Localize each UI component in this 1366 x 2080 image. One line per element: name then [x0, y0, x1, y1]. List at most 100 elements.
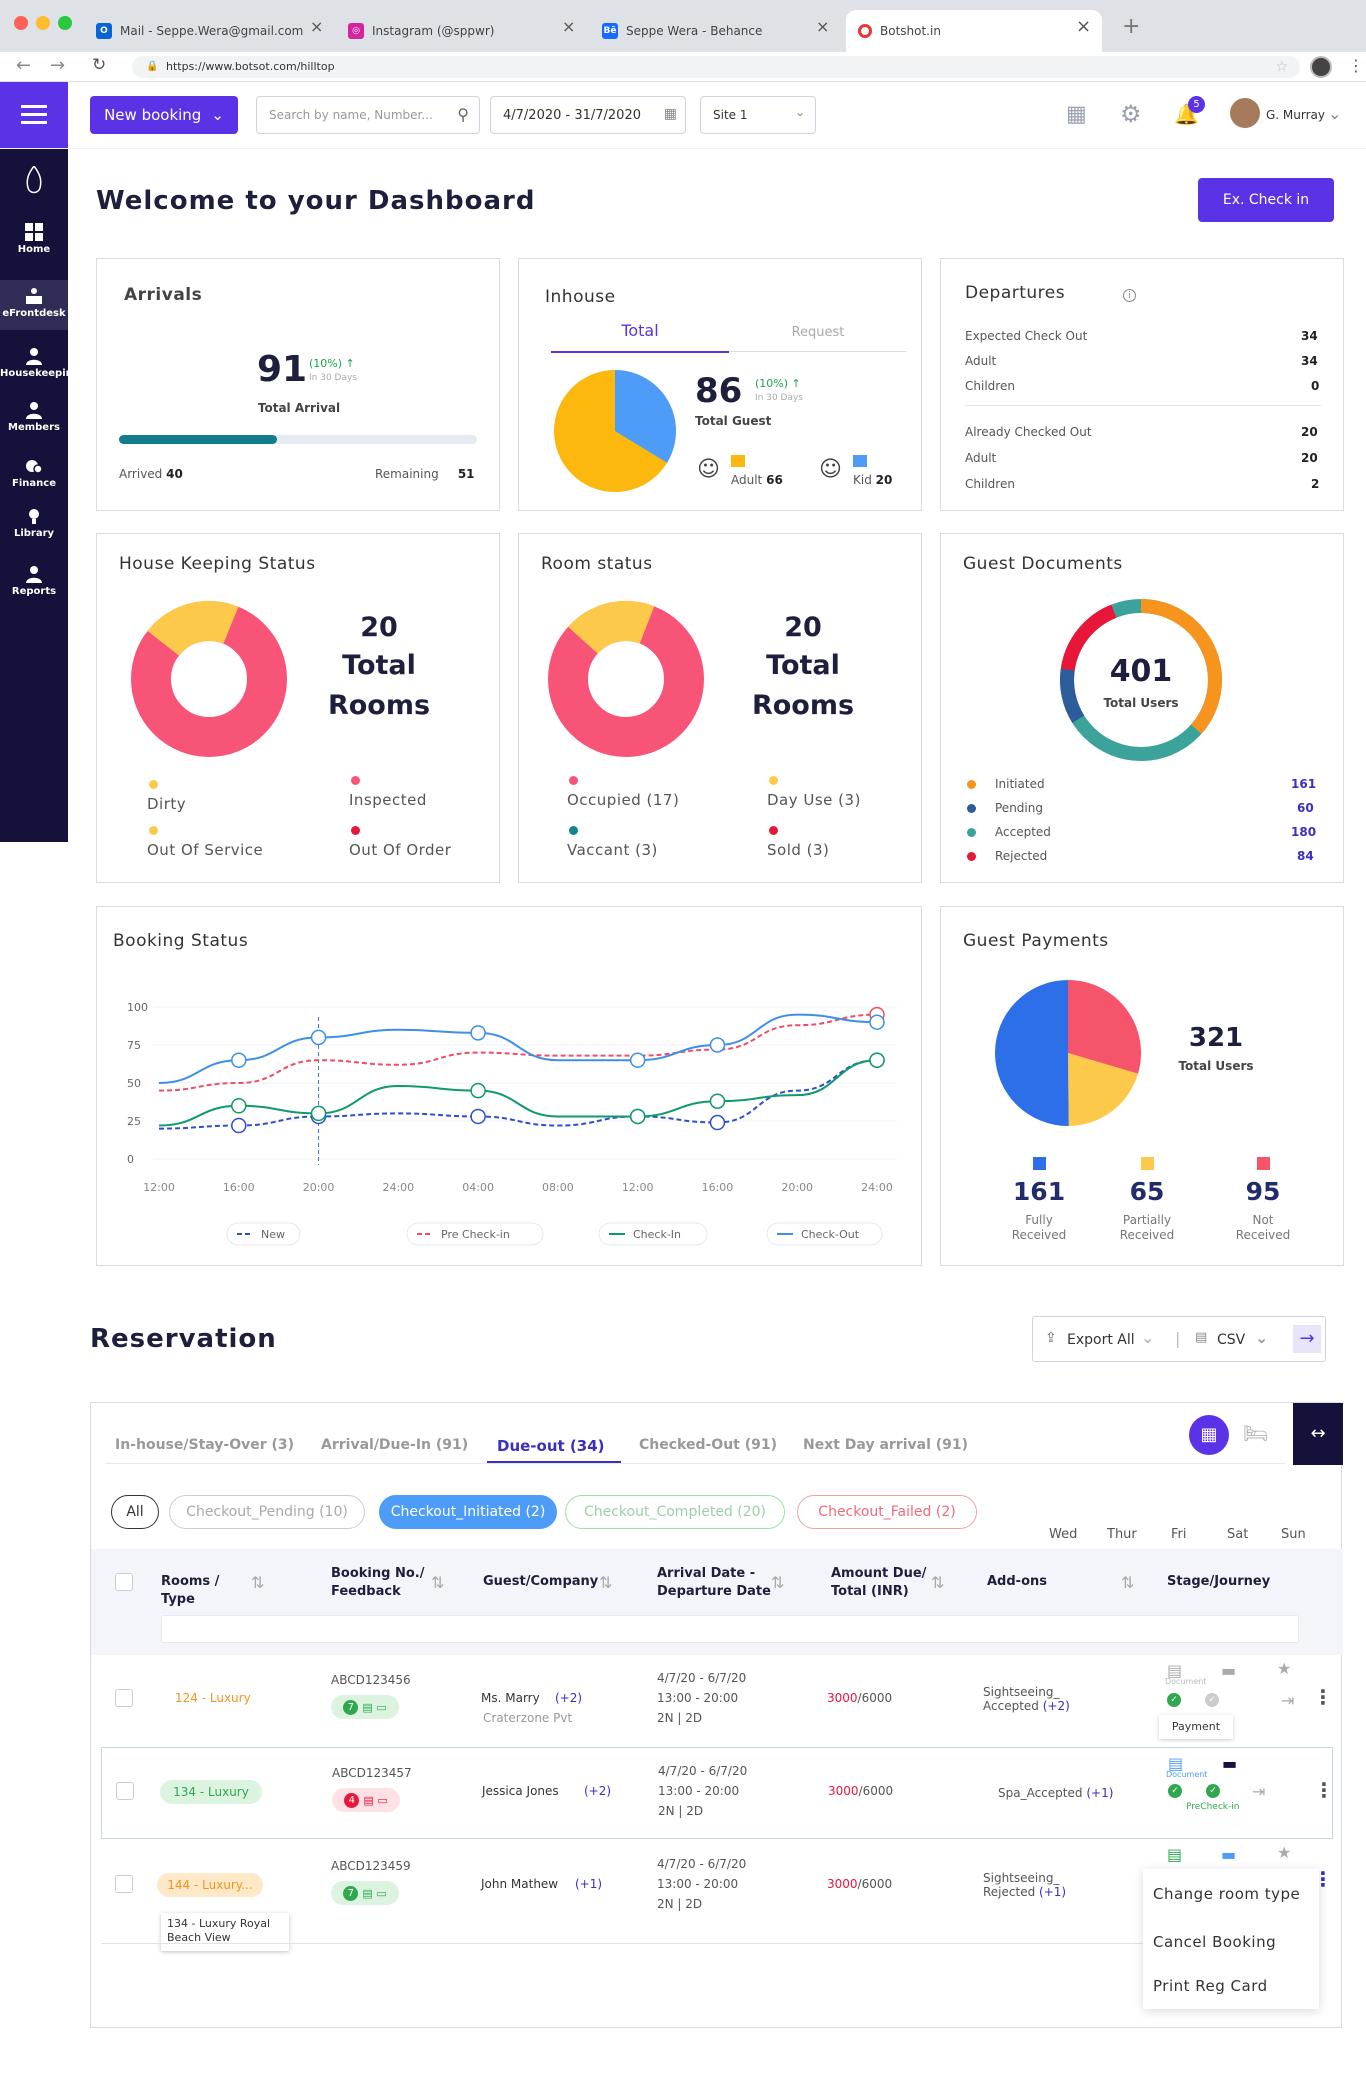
row-menu-icon[interactable]: ⋮	[1314, 1778, 1334, 1802]
guest-extra[interactable]: (+2)	[584, 1784, 612, 1798]
csv-select[interactable]: CSV	[1217, 1332, 1246, 1348]
menu-button[interactable]	[0, 82, 68, 148]
chevron-down-icon[interactable]: ⌄	[1328, 104, 1342, 123]
close-icon[interactable]: ×	[1076, 16, 1092, 37]
table-row[interactable]: 134 - Luxury ABCD123457 4 ▤ ▭ Jessica Jo…	[101, 1747, 1334, 1839]
info-icon[interactable]: i	[1123, 289, 1136, 302]
browser-tab-instagram[interactable]: ◎ Instagram (@sppwr)	[336, 10, 576, 52]
tab-arrival[interactable]: Arrival/Due-In (91)	[321, 1437, 469, 1453]
guestpayments-pie-chart	[994, 980, 1141, 1126]
more-menu-icon[interactable]: ⋮	[1348, 56, 1364, 75]
browser-tab-mail[interactable]: O Mail - Seppe.Wera@gmail.com	[84, 10, 324, 52]
close-icon[interactable]: ×	[562, 17, 576, 36]
room-type[interactable]: 124 - Luxury	[175, 1691, 251, 1705]
sidebar-item-finance[interactable]: Finance	[0, 456, 68, 489]
data-point	[709, 1093, 726, 1109]
row-checkbox[interactable]	[116, 1782, 134, 1800]
row-checkbox[interactable]	[115, 1689, 133, 1707]
tab-total[interactable]: Total	[621, 321, 659, 340]
reload-icon[interactable]: ↻	[92, 55, 107, 75]
document-icon[interactable]: ▤	[1167, 1845, 1183, 1864]
expand-icon[interactable]: ↔	[1293, 1403, 1343, 1465]
document-icon[interactable]: ▤	[1168, 1754, 1184, 1773]
tab-next-day-arrival[interactable]: Next Day arrival (91)	[803, 1437, 969, 1453]
new-booking-button[interactable]: New booking ⌄	[90, 96, 238, 134]
room-type[interactable]: 144 - Luxury...	[157, 1873, 263, 1897]
user-name[interactable]: G. Murray	[1266, 108, 1325, 122]
new-tab-icon[interactable]: +	[1122, 14, 1141, 39]
card-icon[interactable]: ▬	[1221, 1661, 1237, 1680]
star-icon[interactable]: ★	[1277, 1843, 1292, 1862]
row-menu-icon[interactable]: ⋮	[1313, 1685, 1333, 1709]
sidebar-item-library[interactable]: Library	[0, 506, 68, 539]
sort-icon[interactable]: ⇅	[431, 1573, 445, 1592]
sort-icon[interactable]: ⇅	[599, 1573, 613, 1592]
filter-checkout-failed[interactable]: Checkout_Failed (2)	[797, 1495, 977, 1529]
sidebar-item-housekeeping[interactable]: Housekeeping	[0, 346, 68, 379]
forward-arrow-icon[interactable]: →	[50, 55, 66, 76]
browser-tab-botshot[interactable]: Botshot.in	[846, 10, 1102, 52]
guest-extra[interactable]: (+2)	[555, 1691, 583, 1705]
sort-icon[interactable]: ⇅	[771, 1573, 785, 1592]
inhouse-period: In 30 Days	[755, 393, 803, 403]
bed-icon[interactable]: 🛏	[1243, 1421, 1269, 1445]
filter-checkout-initiated[interactable]: Checkout_Initiated (2)	[379, 1495, 557, 1529]
gear-icon[interactable]: ⚙	[1120, 100, 1142, 128]
url-input[interactable]: 🔒 https://www.botsot.com/hilltop ☆	[132, 56, 1300, 78]
divider	[101, 1943, 1271, 1944]
star-icon[interactable]: ☆	[1275, 59, 1288, 75]
sidebar-item-home[interactable]: Home	[0, 222, 68, 255]
guest-extra[interactable]: (+1)	[575, 1877, 603, 1891]
sidebar-item-reports[interactable]: Reports	[0, 564, 68, 597]
sort-icon[interactable]: ⇅	[931, 1573, 945, 1592]
legend-label: Pre Check-in	[441, 1228, 510, 1241]
close-icon[interactable]: ×	[310, 17, 324, 36]
calendar-icon[interactable]: ▦	[1066, 102, 1087, 127]
minimize-window-dot[interactable]	[36, 16, 50, 30]
document-icon[interactable]: ▤	[1167, 1661, 1183, 1680]
filter-checkout-pending[interactable]: Checkout_Pending (10)	[169, 1495, 365, 1529]
feedback-badge[interactable]: 4 ▤ ▭	[332, 1788, 400, 1812]
tab-due-out[interactable]: Due-out (34)	[497, 1437, 605, 1455]
maximize-window-dot[interactable]	[58, 16, 72, 30]
export-all-button[interactable]: Export All	[1067, 1332, 1135, 1348]
close-icon[interactable]: ×	[816, 17, 830, 36]
calendar-view-icon[interactable]: ▦	[1189, 1415, 1229, 1455]
back-arrow-icon[interactable]: ←	[16, 55, 32, 76]
arrow-right-icon[interactable]: →	[1293, 1325, 1321, 1353]
tab-request[interactable]: Request	[791, 325, 845, 340]
table-row[interactable]: 144 - Luxury... 134 - Luxury Royal Beach …	[91, 1841, 1343, 1951]
card-icon[interactable]: ▬	[1221, 1845, 1237, 1864]
menu-cancel-booking[interactable]: Cancel Booking	[1153, 1933, 1277, 1951]
tab-checked-out[interactable]: Checked-Out (91)	[639, 1437, 778, 1453]
chevron-down-icon[interactable]: ⌄	[1141, 1328, 1155, 1347]
column-filter-input[interactable]	[161, 1615, 1299, 1643]
filter-all[interactable]: All	[111, 1495, 159, 1529]
search-input[interactable]: Search by name, Number... ⚲	[256, 96, 480, 134]
room-type[interactable]: 134 - Luxury	[160, 1780, 262, 1804]
feedback-badge[interactable]: 7 ▤ ▭	[331, 1695, 399, 1719]
card-icon[interactable]: ▬	[1222, 1754, 1238, 1773]
sidebar-item-members[interactable]: Members	[0, 400, 68, 433]
chevron-down-icon[interactable]: ⌄	[1255, 1328, 1269, 1347]
profile-avatar[interactable]	[1310, 56, 1332, 78]
browser-tab-behance[interactable]: Bē Seppe Wera - Behance	[590, 10, 830, 52]
filter-checkout-completed[interactable]: Checkout_Completed (20)	[565, 1495, 785, 1529]
sidebar-item-efrontdesk[interactable]: eFrontdesk	[0, 280, 68, 330]
sort-icon[interactable]: ⇅	[1121, 1573, 1135, 1592]
menu-change-room-type[interactable]: Change room type	[1153, 1885, 1301, 1903]
site-select[interactable]: Site 1 ⌄	[700, 96, 816, 134]
select-all-checkbox[interactable]	[115, 1573, 133, 1591]
sort-icon[interactable]: ⇅	[251, 1573, 265, 1592]
tab-inhouse[interactable]: In-house/Stay-Over (3)	[115, 1437, 295, 1453]
table-row[interactable]: 124 - Luxury ABCD123456 7 ▤ ▭ Ms. Marry …	[91, 1655, 1343, 1747]
feedback-badge[interactable]: 7 ▤ ▭	[331, 1881, 399, 1905]
star-icon[interactable]: ★	[1277, 1659, 1292, 1678]
dep-label: Adult	[965, 451, 997, 465]
row-checkbox[interactable]	[115, 1875, 133, 1893]
menu-print-reg-card[interactable]: Print Reg Card	[1153, 1977, 1268, 1995]
avatar[interactable]	[1230, 98, 1260, 128]
date-range-picker[interactable]: 4/7/2020 - 31/7/2020 ▦	[490, 96, 686, 134]
ex-checkin-button[interactable]: Ex. Check in	[1198, 178, 1334, 222]
close-window-dot[interactable]	[14, 16, 28, 30]
